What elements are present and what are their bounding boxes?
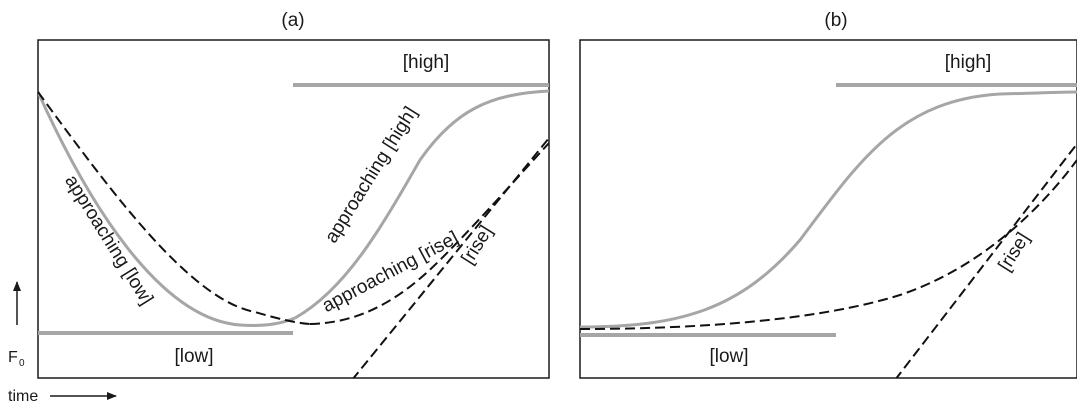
panel-a-approaching-high-label: approaching [high]: [321, 103, 422, 247]
panel-a-dashed-to-low-curve: [38, 91, 311, 325]
panel-a-low-label: [low]: [174, 346, 213, 367]
panel-b-frame: [579, 39, 1077, 379]
panel-b-approaching-high-curve: [580, 90, 1077, 329]
panel-a-rise-label: [rise]: [458, 222, 498, 268]
panel-b-rise-label: [rise]: [995, 229, 1035, 275]
panel-a-approaching-low-label: approaching [low]: [60, 171, 157, 308]
panel-b-rise-target-line: [895, 142, 1077, 378]
panel-a-approaching-high-curve: [294, 89, 549, 320]
panel-a-frame: [37, 39, 550, 379]
y-axis-label: F 0: [8, 349, 25, 369]
panel-b-title: (b): [824, 10, 847, 31]
panel-b-high-label: [high]: [945, 52, 991, 73]
panel-a-title: (a): [281, 10, 304, 31]
x-axis-label: time: [8, 388, 38, 405]
panel-a-approaching-low-curve: [38, 91, 296, 327]
panel-a-high-label: [high]: [403, 52, 449, 73]
panel-b-low-label: [low]: [709, 346, 748, 367]
y-axis-label-main: F: [8, 349, 18, 366]
panel-b-approaching-rise-curve: [580, 159, 1077, 330]
y-axis-label-subscript: 0: [19, 358, 25, 369]
panel-a-approaching-rise-curve: [309, 142, 549, 325]
